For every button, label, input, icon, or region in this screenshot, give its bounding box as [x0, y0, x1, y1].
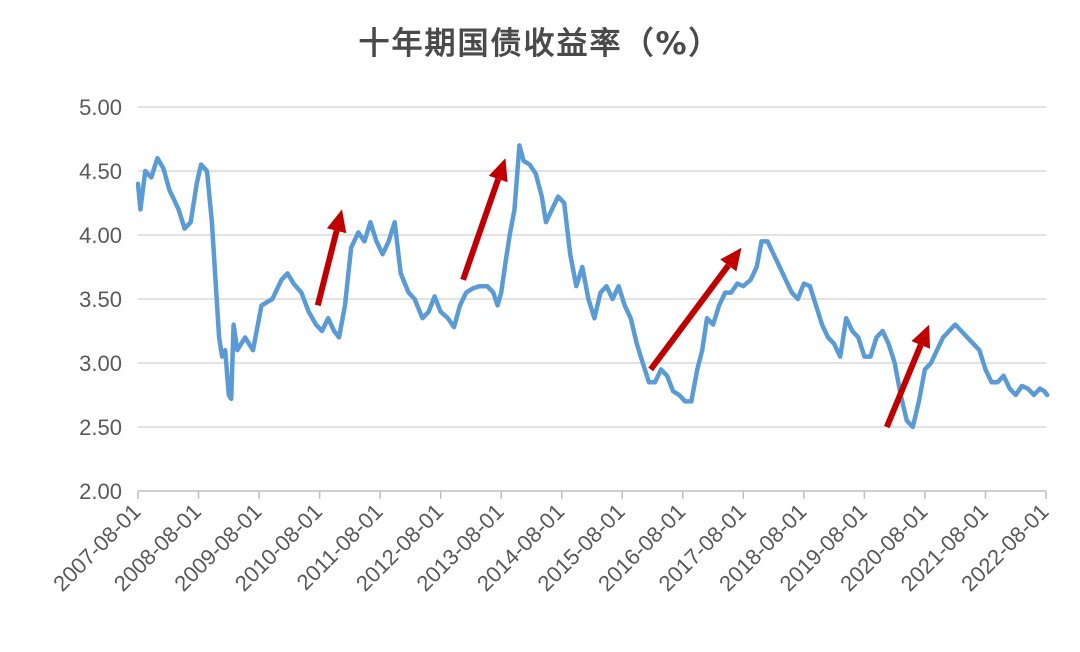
y-tick-label: 2.00	[79, 479, 122, 504]
trend-arrow-head	[911, 324, 930, 349]
trend-arrow	[460, 158, 508, 281]
y-tick-label: 4.00	[79, 223, 122, 248]
trend-arrow	[648, 247, 742, 372]
trend-arrow-shaft	[648, 263, 731, 372]
y-tick-label: 2.50	[79, 415, 122, 440]
y-tick-label: 3.00	[79, 351, 122, 376]
trend-arrow-head	[326, 209, 347, 234]
y-tick-label: 4.50	[79, 159, 122, 184]
trend-arrow-shaft	[314, 229, 340, 307]
chart-title: 十年期国债收益率（%）	[358, 26, 722, 62]
trend-arrow-shaft	[884, 343, 924, 429]
trend-arrow	[314, 209, 347, 307]
y-tick-label: 3.50	[79, 287, 122, 312]
y-tick-label: 5.00	[79, 95, 122, 120]
trend-arrow-head	[488, 158, 508, 183]
yield-series-line	[135, 143, 1050, 430]
trend-arrow-shaft	[460, 177, 502, 281]
trend-arrow-head	[720, 247, 742, 272]
trend-arrow	[884, 324, 930, 429]
